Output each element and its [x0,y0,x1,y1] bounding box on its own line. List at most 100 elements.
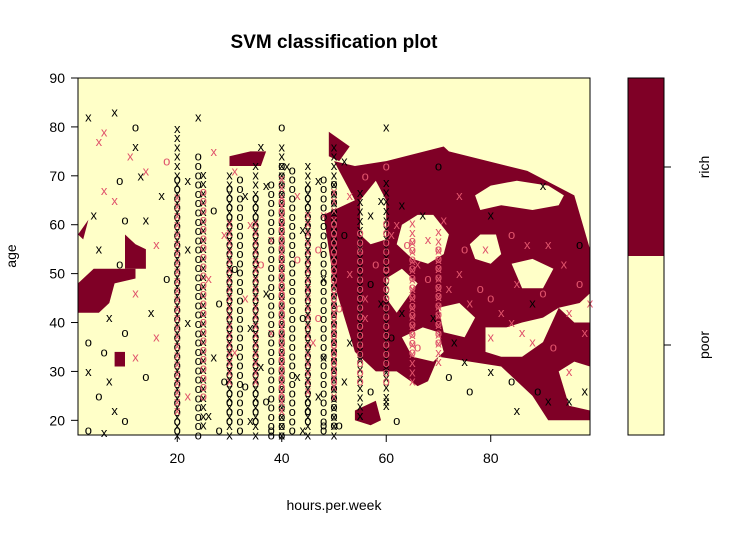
data-point: o [289,228,296,243]
data-point: o [356,309,363,324]
support-vector-point: x [514,276,521,291]
data-point: o [195,149,202,164]
support-vector-point: x [320,271,327,286]
poor-decision-region [360,180,387,245]
data-point: o [195,214,202,229]
support-vector-point: x [200,176,207,191]
support-vector-point: x [226,223,233,238]
support-vector-point: x [279,227,286,242]
support-vector-point: x [357,408,364,423]
data-point: o [200,258,207,273]
data-point: o [215,423,222,438]
support-vector-point: x [174,307,181,322]
data-point: o [268,423,275,438]
data-point: o [226,283,233,298]
support-vector-point: x [383,352,390,367]
data-point: o [320,330,327,345]
support-vector-point: x [451,335,458,350]
data-point: o [278,342,285,357]
data-point: o [550,340,557,355]
data-point: o [278,390,285,405]
support-vector-point: x [226,364,233,379]
support-vector-point: x [174,121,181,136]
support-vector-point: x [331,288,338,303]
support-vector-point: x [96,242,103,257]
x-tick-label: 40 [274,450,290,466]
support-vector-point: x [566,393,573,408]
data-point: o [174,209,181,224]
support-vector-point: x [252,299,259,314]
data-point: o [289,385,296,400]
support-vector-point: x [305,195,312,210]
support-vector-point: x [357,231,364,246]
support-vector-point: x [252,223,259,238]
support-vector-point: x [226,225,233,240]
support-vector-point: x [299,222,306,237]
data-point: o [435,335,442,350]
support-vector-point: x [456,188,463,203]
data-point: o [195,372,202,387]
data-point: o [356,327,363,342]
support-vector-point: x [226,290,233,305]
support-vector-point: x [393,217,400,232]
support-vector-point: x [174,130,181,145]
y-tick-label: 50 [49,266,65,282]
support-vector-point: x [435,233,442,248]
support-vector-point: x [252,262,259,277]
data-point: o [226,301,233,316]
support-vector-point: x [279,344,286,359]
support-vector-point: x [435,243,442,258]
support-vector-point: x [252,251,259,266]
data-point: o [226,199,233,214]
data-point: o [304,274,311,289]
support-vector-point: x [305,279,312,294]
data-point: o [304,255,311,270]
support-vector-point: x [357,241,364,256]
data-point: o [174,274,181,289]
support-vector-point: x [200,223,207,238]
support-vector-point: x [137,168,144,183]
support-vector-point: x [383,305,390,320]
support-vector-point: x [357,389,364,404]
data-point: o [383,225,390,240]
support-vector-point: x [226,216,233,231]
support-vector-point: x [331,186,338,201]
support-vector-point: x [305,390,312,405]
support-vector-point: x [305,372,312,387]
support-vector-point: x [383,203,390,218]
data-point: o [278,277,285,292]
support-vector-point: x [127,149,134,164]
data-point: o [278,195,285,210]
data-point: o [236,228,243,243]
support-vector-point: x [446,281,453,296]
data-point: o [466,384,473,399]
data-point: o [330,278,337,293]
data-point: o [320,404,327,419]
support-vector-point: x [582,384,589,399]
support-vector-point: x [205,408,212,423]
data-point: o [174,385,181,400]
support-vector-point: x [305,272,312,287]
support-vector-point: x [383,370,390,385]
data-point: o [174,348,181,363]
support-vector-point: x [279,366,286,381]
data-point: o [320,320,327,335]
support-vector-point: x [252,225,259,240]
data-point: o [236,311,243,326]
data-point: o [320,376,327,391]
data-point: o [289,172,296,187]
data-point: o [278,388,285,403]
support-vector-point: x [279,363,286,378]
support-vector-point: x [279,375,286,390]
data-point: o [289,200,296,215]
support-vector-point: x [383,222,390,237]
support-vector-point: x [341,374,348,389]
data-point: o [174,311,181,326]
support-vector-point: x [252,290,259,305]
data-point: o [508,374,515,389]
support-vector-point: x [305,235,312,250]
data-point: o [289,218,296,233]
support-vector-point: x [331,316,338,331]
data-point: o [424,271,431,286]
